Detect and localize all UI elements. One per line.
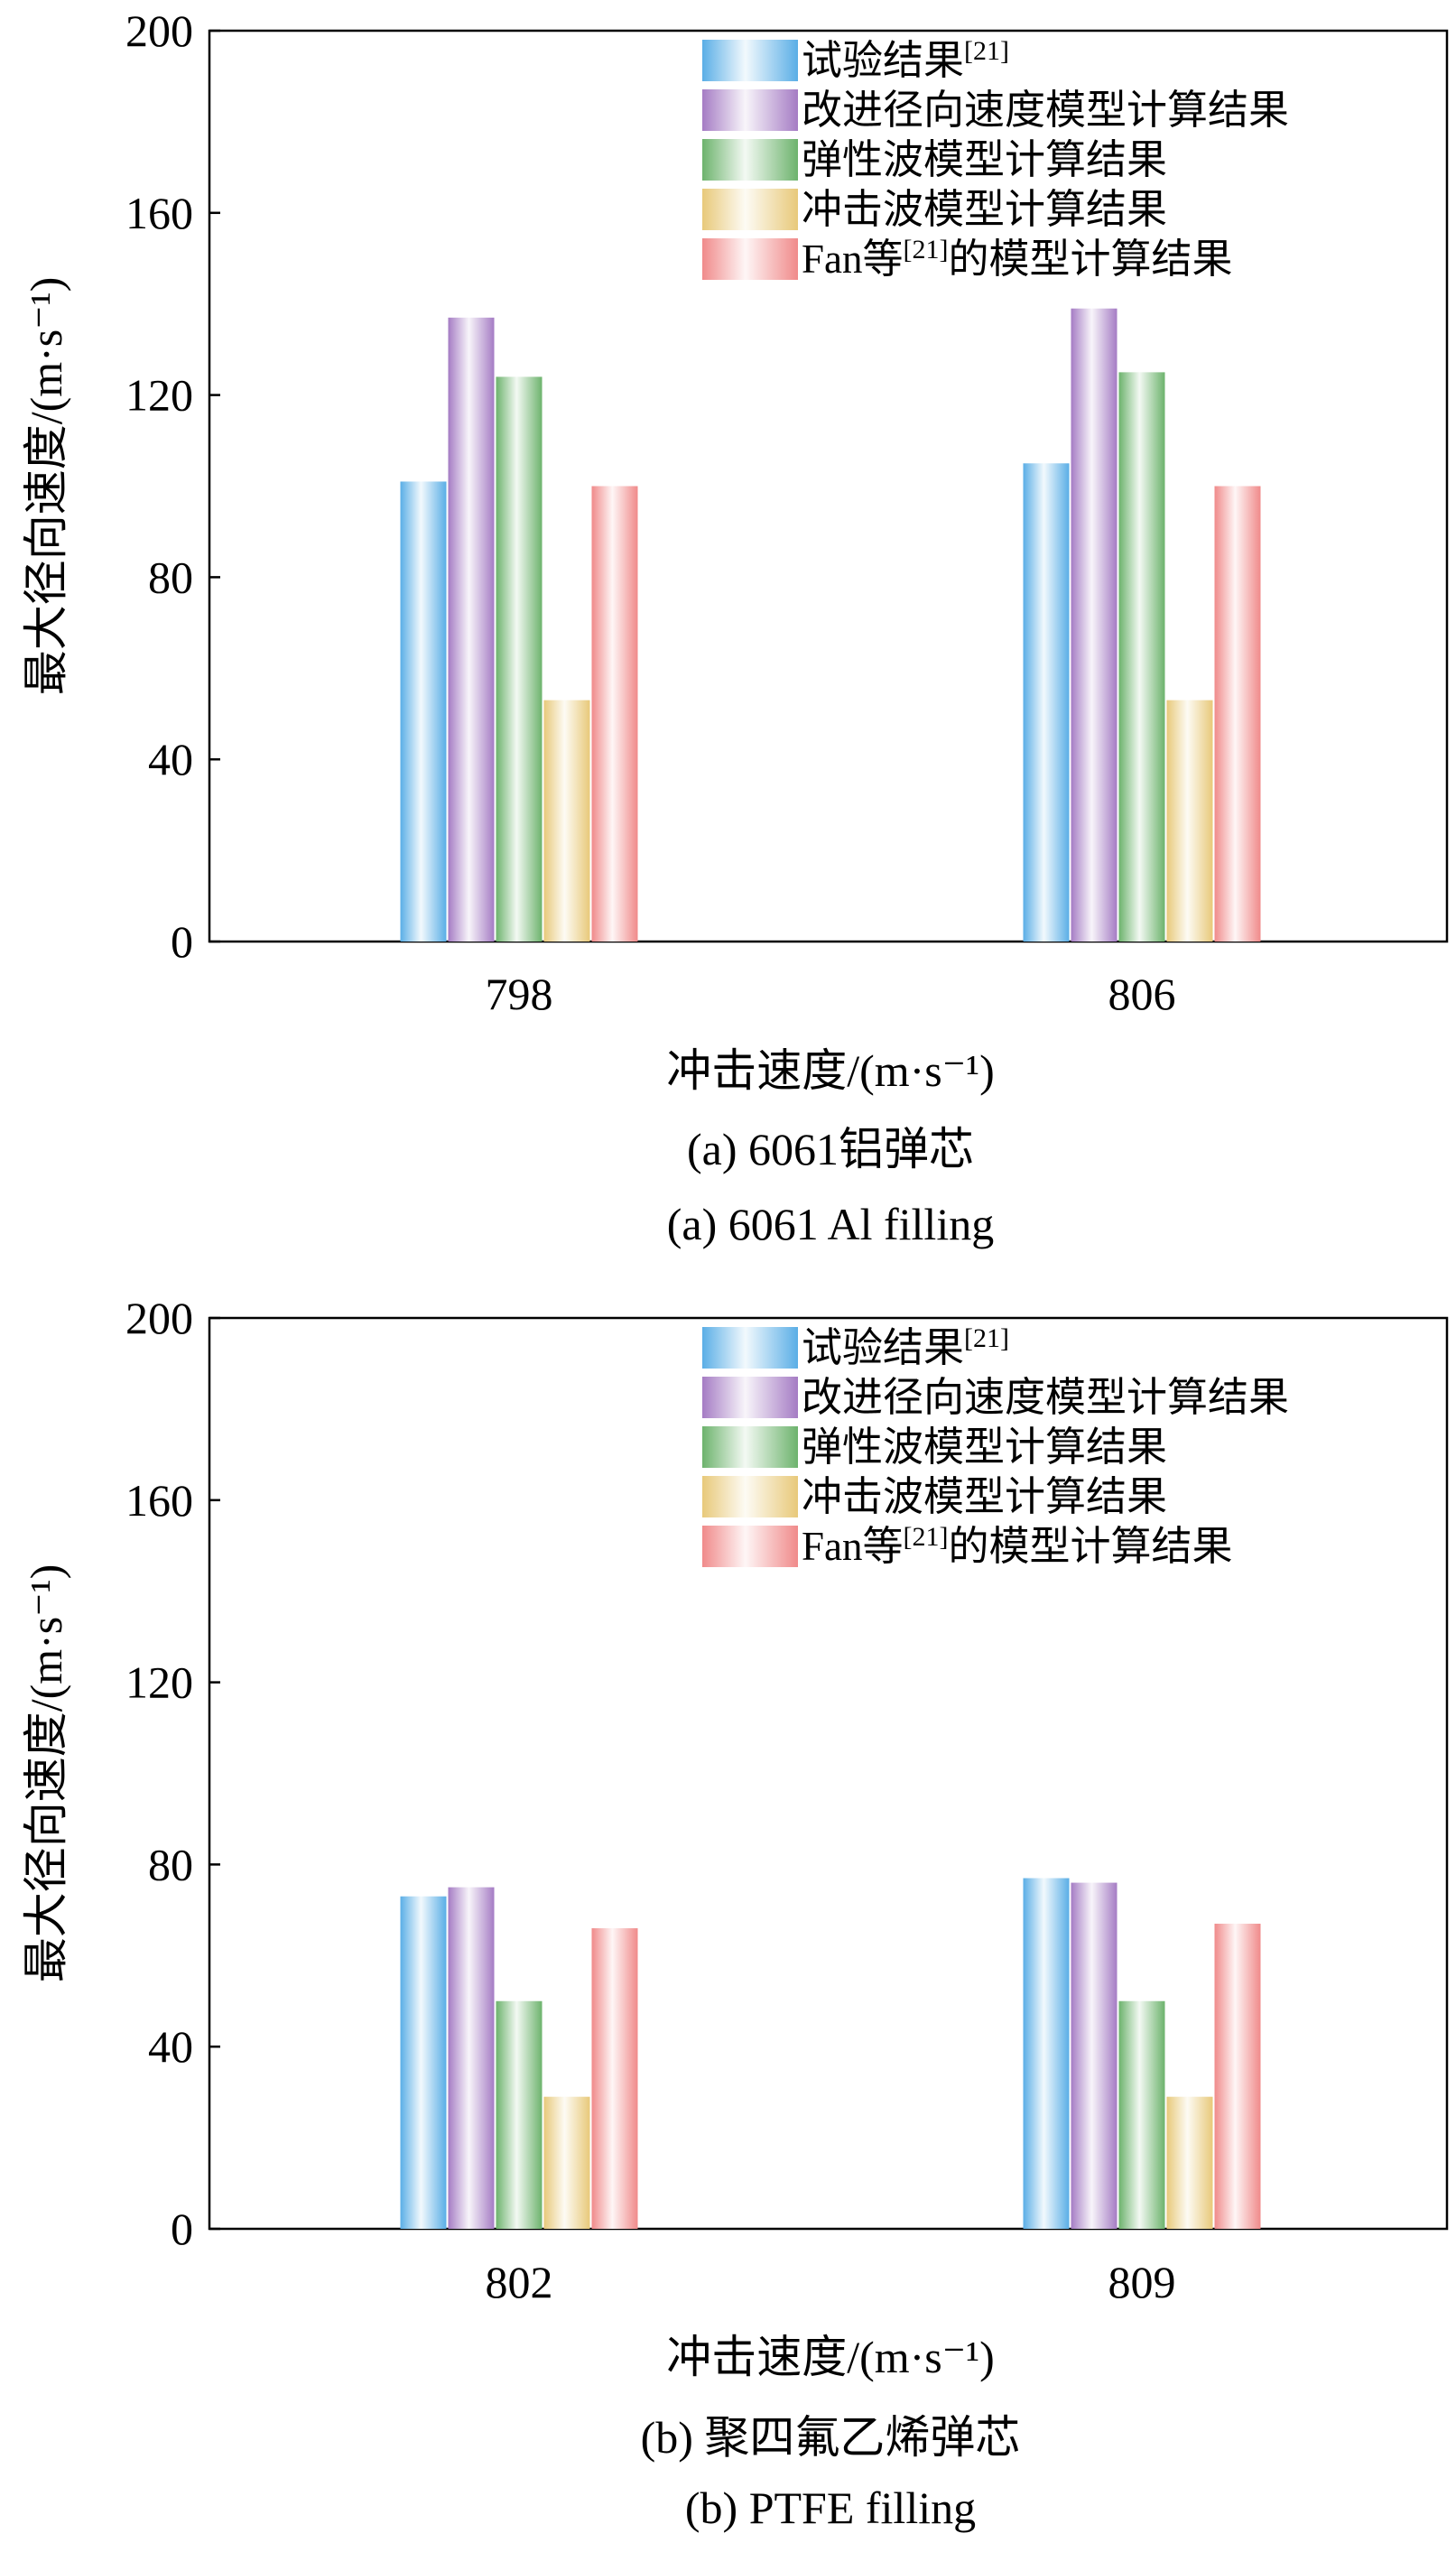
bar xyxy=(1071,308,1118,942)
caption-chinese: (a) 6061铝弹芯 xyxy=(687,1124,974,1174)
legend-swatch xyxy=(702,40,798,81)
bar xyxy=(1023,463,1070,942)
legend-entry: 试验结果[21] xyxy=(802,1323,1009,1370)
y-tick-label: 40 xyxy=(148,734,193,784)
bar xyxy=(1214,486,1261,942)
bar xyxy=(448,317,495,942)
y-tick-label: 200 xyxy=(125,5,193,56)
y-tick-label: 0 xyxy=(171,916,193,967)
y-tick-label: 160 xyxy=(125,1475,193,1526)
legend-entry: Fan等[21]的模型计算结果 xyxy=(802,1522,1233,1569)
legend-swatch xyxy=(702,139,798,181)
legend-entry: Fan等[21]的模型计算结果 xyxy=(802,235,1233,282)
legend-swatch xyxy=(702,1377,798,1418)
caption-chinese: (b) 聚四氟乙烯弹芯 xyxy=(641,2412,1021,2463)
x-tick-label: 802 xyxy=(486,2257,553,2307)
bar xyxy=(496,376,543,942)
bar xyxy=(1118,372,1165,942)
bar xyxy=(543,700,590,942)
bar xyxy=(543,2096,590,2229)
legend-entry: 弹性波模型计算结果 xyxy=(802,1424,1167,1470)
y-tick-label: 0 xyxy=(171,2204,193,2254)
bar xyxy=(496,2000,543,2229)
y-tick-label: 120 xyxy=(125,370,193,421)
y-tick-label: 120 xyxy=(125,1657,193,1708)
x-tick-label: 806 xyxy=(1108,969,1176,1019)
y-axis-label: 最大径向速度/(m·s⁻¹) xyxy=(21,1564,71,1983)
chart-panel-a: 0 40 80 120 160 200 798 806 试验结果[21] 改进径向速度模型计算结果… xyxy=(21,5,1449,1249)
bar xyxy=(1166,700,1213,942)
y-tick-label: 80 xyxy=(148,552,193,602)
y-tick-label: 40 xyxy=(148,2021,193,2072)
bar xyxy=(591,486,638,942)
legend-entry: 冲击波模型计算结果 xyxy=(802,187,1167,232)
bar xyxy=(1166,2096,1213,2229)
x-axis-label: 冲击速度/(m·s⁻¹) xyxy=(666,1045,995,1096)
legend-entry: 改进径向速度模型计算结果 xyxy=(802,88,1289,133)
bar xyxy=(448,1887,495,2229)
plot-frame xyxy=(208,29,1449,943)
chart-panel-b: 0 40 80 120 160 200 802 809 试验结果[21] 改进径向速度模型计算结果… xyxy=(21,1293,1449,2533)
legend-entry: 改进径向速度模型计算结果 xyxy=(802,1375,1289,1420)
bar xyxy=(400,1896,447,2229)
y-tick-label: 80 xyxy=(148,1839,193,1889)
plot-frame xyxy=(208,1316,1449,2231)
y-axis-label: 最大径向速度/(m·s⁻¹) xyxy=(21,277,71,696)
legend-swatch xyxy=(702,1526,798,1567)
bar xyxy=(1214,1923,1261,2229)
x-tick-label: 798 xyxy=(486,969,553,1019)
y-tick-label: 160 xyxy=(125,188,193,238)
x-axis-label: 冲击速度/(m·s⁻¹) xyxy=(666,2332,995,2382)
legend-swatch xyxy=(702,189,798,230)
legend-swatch xyxy=(702,1426,798,1468)
legend-swatch xyxy=(702,238,798,280)
bar xyxy=(400,481,447,942)
legend-entry: 试验结果[21] xyxy=(802,36,1009,83)
caption-english: (a) 6061 Al filling xyxy=(667,1199,994,1249)
legend-swatch xyxy=(702,89,798,131)
legend-entry: 弹性波模型计算结果 xyxy=(802,137,1167,182)
bar xyxy=(591,1928,638,2229)
legend-swatch xyxy=(702,1327,798,1369)
y-tick-label: 200 xyxy=(125,1293,193,1343)
legend-entry: 冲击波模型计算结果 xyxy=(802,1474,1167,1519)
bar xyxy=(1071,1882,1118,2229)
caption-english: (b) PTFE filling xyxy=(685,2482,976,2533)
x-tick-label: 809 xyxy=(1108,2257,1176,2307)
legend-swatch xyxy=(702,1476,798,1517)
bar xyxy=(1118,2000,1165,2229)
bar xyxy=(1023,1878,1070,2229)
